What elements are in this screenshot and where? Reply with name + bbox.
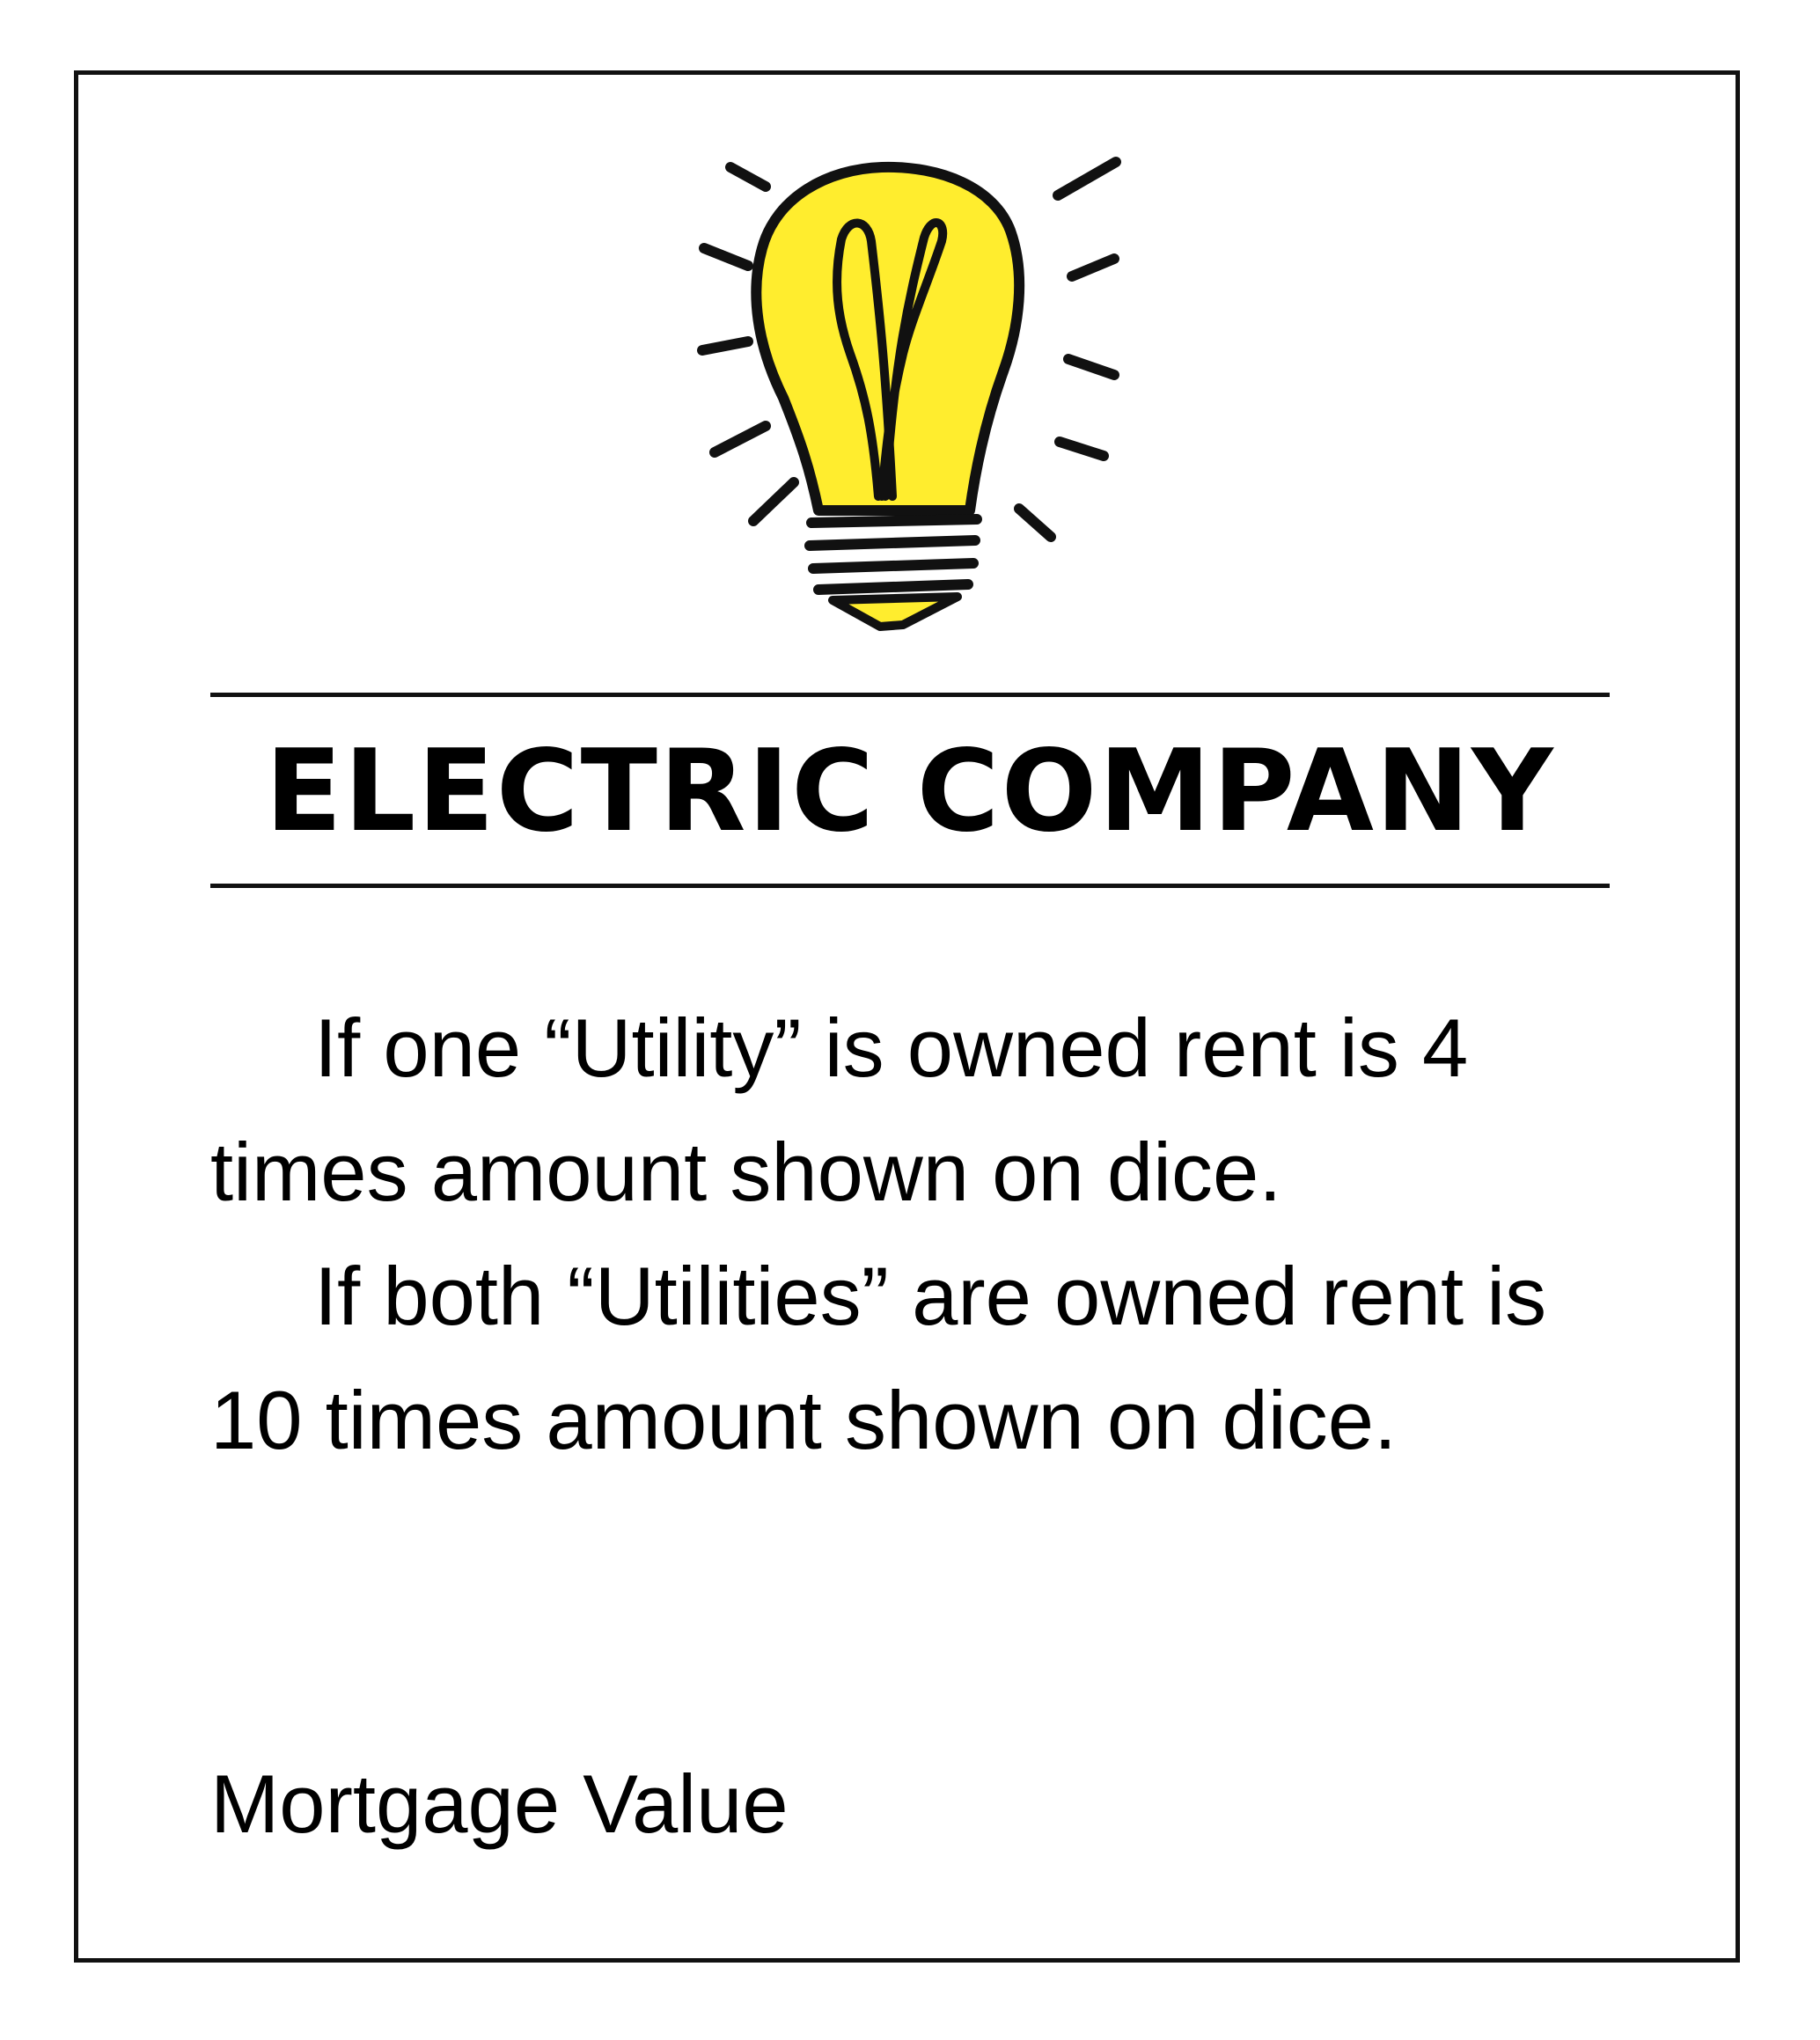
- mortgage-value-label: Mortgage Value: [210, 1757, 789, 1850]
- rent-rule-both-utilities: If both “Utilities” are owned rent is 10…: [210, 1250, 1547, 1466]
- title-top-rule: [210, 693, 1610, 697]
- rent-rule-one-utility: If one “Utility” is owned rent is 4 time…: [210, 1002, 1469, 1218]
- card-title: ELECTRIC COMPANY: [265, 726, 1555, 857]
- rent-rules: If one “Utility” is owned rent is 4 time…: [210, 986, 1618, 1482]
- lightbulb-icon: [697, 157, 1121, 631]
- title-bottom-rule: [210, 884, 1610, 888]
